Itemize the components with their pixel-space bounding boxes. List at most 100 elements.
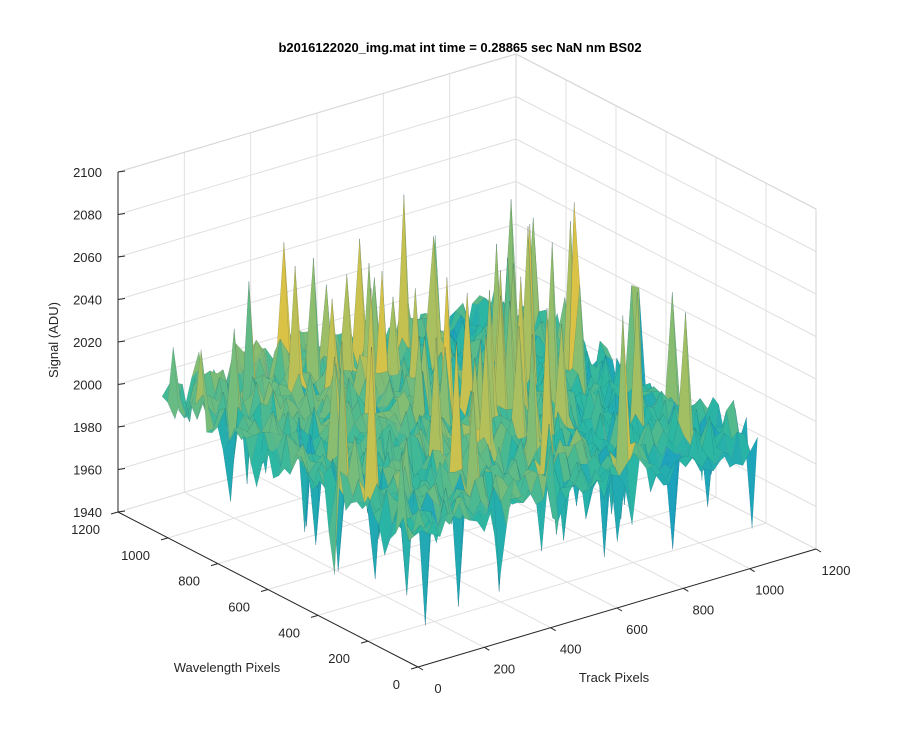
surface-patch [392, 411, 407, 434]
z-tick-label: 2040 [73, 293, 102, 308]
y-tick-label: 400 [278, 625, 300, 640]
surface-patch [509, 498, 524, 504]
y-tick-mark [410, 666, 419, 670]
x-axis-label: Track Pixels [579, 670, 650, 685]
surface-patch [313, 407, 328, 437]
y-tick-label: 1000 [121, 548, 150, 563]
x-tick-label: 200 [493, 661, 515, 676]
surface-patch [373, 489, 387, 527]
y-tick-label: 1200 [71, 522, 100, 537]
x-tick-mark [550, 627, 556, 632]
chart-title: b2016122020_img.mat int time = 0.28865 s… [278, 40, 641, 55]
y-tick-mark [260, 589, 269, 592]
z-axis-label: Signal (ADU) [46, 302, 61, 378]
surface-patch [381, 410, 396, 421]
surface-patch [737, 431, 751, 467]
surface-patch [432, 487, 446, 528]
surface-patch [250, 431, 265, 488]
surface-patch [414, 524, 428, 537]
y-tick-label: 0 [393, 677, 400, 692]
surface-patch [382, 465, 396, 488]
surface-patch [167, 346, 181, 420]
surface-patch [271, 432, 285, 449]
z-tick-mark [117, 213, 126, 215]
x-tick-label: 600 [626, 622, 648, 637]
sidewall-gridline-z [515, 223, 817, 380]
z-tick-label: 2020 [73, 335, 102, 350]
y-tick-label: 600 [228, 600, 250, 615]
z-tick-label: 1940 [73, 505, 102, 520]
surface-patch [478, 508, 492, 533]
z-tick-mark [117, 170, 126, 173]
sidewall-gridline-z [515, 138, 817, 295]
surface-patch [694, 427, 709, 472]
z-tick-mark [117, 425, 126, 428]
z-tick-mark [117, 340, 126, 343]
surface-patch [328, 341, 343, 575]
surface-patch [375, 468, 389, 580]
surface-patch [367, 496, 382, 515]
surface-patch [346, 423, 361, 450]
floor-gridline-y [317, 496, 717, 616]
surface-patch [423, 510, 437, 543]
backwall-gridline-z [117, 138, 517, 258]
x-tick-label: 0 [434, 681, 441, 696]
backwall-gridline-z [117, 181, 517, 300]
surface-patch [724, 431, 738, 468]
z-tick-label: 1980 [73, 420, 102, 435]
surface-patch [291, 373, 305, 407]
y-tick-mark [210, 563, 219, 567]
sidewall-gridline-z [515, 181, 817, 337]
surface-patch [421, 484, 435, 508]
y-tick-label: 800 [178, 574, 200, 589]
backwall-gridline-z [117, 223, 517, 343]
surface-patch [239, 427, 254, 439]
surface-patch [567, 469, 581, 488]
surface-plot [161, 194, 758, 626]
sidewall-gridline-z [515, 96, 817, 252]
z-tick-mark [117, 468, 126, 470]
surface-patch [316, 385, 331, 402]
surface-patch [406, 524, 420, 537]
surface-patch [376, 379, 390, 408]
surface-patch [461, 479, 476, 512]
surface-patch [596, 468, 611, 500]
surface-patch [387, 469, 402, 488]
y-tick-label: 200 [328, 651, 350, 666]
axis-layer: 0 200 400 600 800 1000 1200 0 200 400 600 800 1000 12… [71, 165, 850, 696]
sidewall-gridline-z [515, 266, 817, 422]
surface-patch [211, 408, 226, 434]
surface-patch [456, 497, 471, 521]
surface-patch [661, 390, 675, 427]
z-tick-mark [117, 298, 126, 300]
surface-patch [611, 474, 625, 543]
surface-patch [412, 507, 426, 535]
axes-box-edge [117, 53, 517, 173]
surface-patch [495, 474, 509, 504]
backwall-gridline-z [117, 96, 517, 215]
surface-patch [404, 491, 419, 519]
x-tick-label: 1200 [822, 563, 851, 578]
y-tick-mark [110, 511, 119, 515]
surface-patch [520, 438, 535, 472]
y-tick-mark [310, 614, 319, 618]
surface-patch [272, 389, 287, 433]
surface-patch [426, 521, 441, 538]
y-axis-label: Wavelength Pixels [174, 660, 281, 675]
surface-patch [419, 521, 433, 535]
z-tick-mark [117, 510, 126, 513]
surface-patch [378, 489, 393, 556]
y-tick-mark [160, 537, 169, 541]
surface-patch [685, 456, 699, 468]
x-tick-mark [417, 666, 424, 671]
surface-patch [384, 510, 398, 556]
z-tick-label: 2080 [73, 208, 102, 223]
floor-gridline-y [367, 522, 767, 642]
surface-patch [568, 428, 583, 447]
x-tick-mark [683, 587, 689, 592]
z-tick-mark [117, 255, 126, 258]
x-tick-mark [484, 646, 490, 651]
z-tick-label: 2060 [73, 250, 102, 265]
x-tick-mark [616, 607, 623, 612]
